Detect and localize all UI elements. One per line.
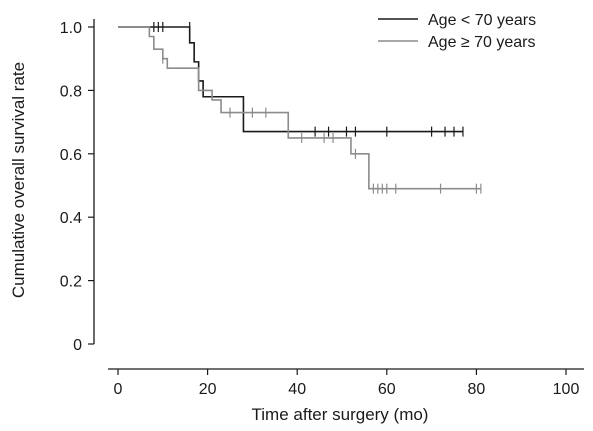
y-tick-label: 0.8 [60,83,82,100]
axes [93,19,584,370]
ticks: 0 20 40 60 80 100 0 0.2 0.4 0.6 0.8 1.0 [60,20,580,398]
series-line-2 [118,26,481,190]
survival-curves [118,26,481,190]
y-axis-title: Cumulative overall survival rate [9,62,28,298]
legend: Age < 70 years Age ≥ 70 years [378,12,536,51]
y-tick-label: 0.4 [60,210,82,227]
y-tick-label: 0.6 [60,147,82,164]
x-tick-label: 40 [288,381,306,398]
x-tick-label: 20 [199,381,217,398]
x-tick-label: 80 [468,381,486,398]
x-tick-label: 100 [553,381,580,398]
y-tick-label: 1.0 [60,20,82,37]
legend-label-2: Age ≥ 70 years [428,34,536,51]
censor-marks [153,22,482,194]
y-tick-label: 0 [73,337,82,354]
series-line-1 [118,26,463,133]
x-tick-label: 0 [114,381,123,398]
x-axis-title: Time after surgery (mo) [252,405,429,424]
legend-label-1: Age < 70 years [428,12,536,29]
x-tick-label: 60 [378,381,396,398]
y-tick-label: 0.2 [60,274,82,291]
